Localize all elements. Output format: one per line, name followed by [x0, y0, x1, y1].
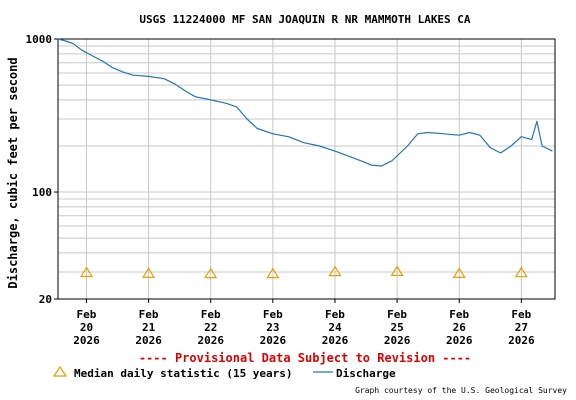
legend-median-label: Median daily statistic (15 years): [74, 367, 293, 380]
legend: Median daily statistic (15 years) Discha…: [52, 365, 396, 380]
x-tick-label-day: 21: [142, 321, 156, 334]
median-marker: [266, 267, 280, 279]
x-tick-label-day: 26: [453, 321, 467, 334]
x-tick-label-day: 24: [328, 321, 342, 334]
x-tick-label-day: 25: [390, 321, 403, 334]
x-tick-label-month: Feb: [511, 308, 531, 321]
x-tick-label-year: 2026: [508, 334, 535, 347]
median-marker: [79, 266, 94, 278]
y-tick-label: 100: [32, 186, 52, 199]
x-tick-label-day: 22: [204, 321, 217, 334]
x-tick-label-month: Feb: [387, 308, 407, 321]
x-tick-label-month: Feb: [263, 308, 283, 321]
x-tick-label-day: 20: [80, 321, 93, 334]
median-marker: [328, 265, 342, 277]
y-axis-label: Discharge, cubic feet per second: [6, 57, 20, 288]
series-marks: [57, 38, 553, 279]
legend-discharge-label: Discharge: [336, 367, 396, 380]
x-tick-label-year: 2026: [197, 334, 224, 347]
median-marker: [142, 267, 156, 278]
x-tick-label-year: 2026: [73, 334, 100, 347]
grid: [58, 39, 555, 299]
chart-title: USGS 11224000 MF SAN JOAQUIN R NR MAMMOT…: [139, 13, 471, 26]
y-axis: 20 100 1000: [26, 33, 58, 306]
x-tick-label-month: Feb: [77, 308, 97, 321]
x-tick-label-year: 2026: [135, 334, 162, 347]
y-tick-label: 1000: [26, 33, 53, 46]
x-tick-label-month: Feb: [201, 308, 221, 321]
x-tick-label-month: Feb: [449, 308, 469, 321]
discharge-line: [57, 38, 553, 167]
y-tick-label: 20: [39, 293, 52, 306]
credit-note: Graph courtesy of the U.S. Geological Su…: [355, 386, 567, 395]
provisional-note: ---- Provisional Data Subject to Revisio…: [139, 351, 471, 365]
median-marker: [390, 265, 404, 276]
median-marker: [514, 266, 528, 278]
x-tick-label-year: 2026: [322, 334, 349, 347]
x-tick-label-day: 27: [515, 321, 528, 334]
legend-median-marker: [52, 365, 68, 377]
x-tick-label-year: 2026: [384, 334, 411, 347]
x-tick-label-month: Feb: [325, 308, 345, 321]
plot-area: [57, 38, 556, 300]
x-axis: Feb202026Feb212026Feb222026Feb232026Feb2…: [73, 299, 535, 347]
x-tick-label-month: Feb: [139, 308, 159, 321]
median-marker: [204, 267, 218, 279]
x-tick-label-year: 2026: [260, 334, 287, 347]
x-tick-label-year: 2026: [446, 334, 473, 347]
median-marker: [452, 267, 466, 278]
x-tick-label-day: 23: [266, 321, 279, 334]
